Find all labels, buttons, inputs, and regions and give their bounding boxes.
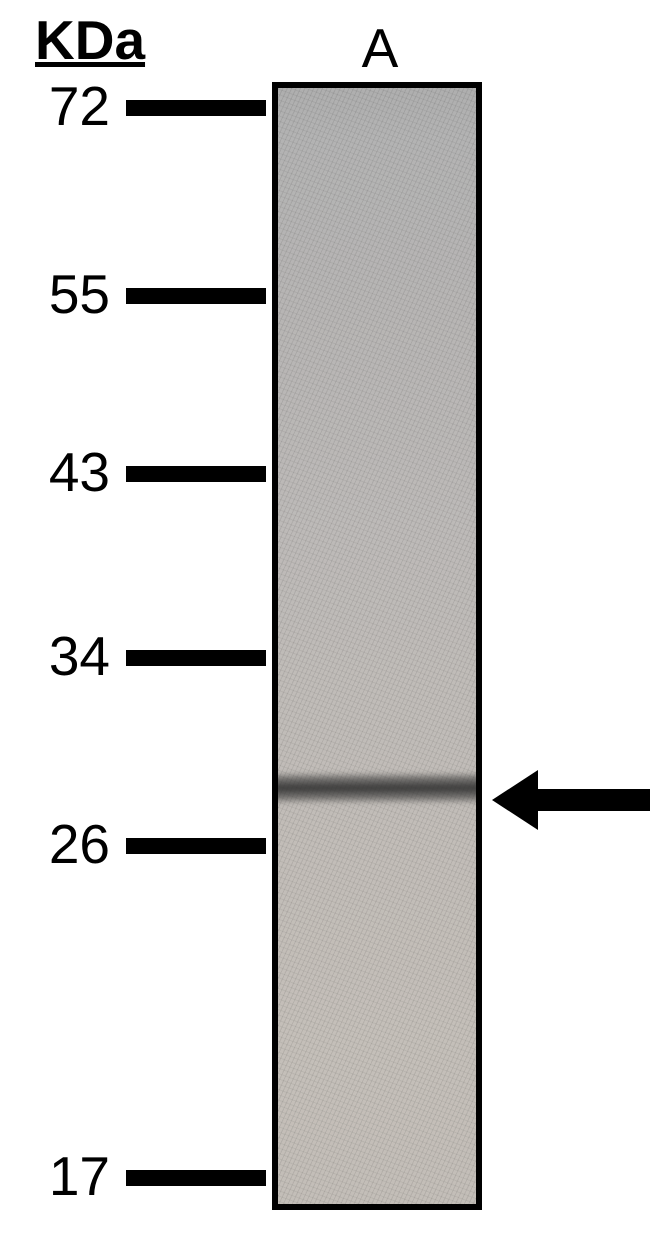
marker-label-34: 34 [10, 624, 110, 688]
marker-label-55: 55 [10, 262, 110, 326]
marker-label-17: 17 [10, 1144, 110, 1208]
marker-tick-43 [126, 466, 266, 482]
western-blot-figure: KDa A 72 55 43 34 26 17 [0, 0, 650, 1254]
band-arrow [492, 770, 650, 830]
marker-tick-34 [126, 650, 266, 666]
marker-tick-26 [126, 838, 266, 854]
lane-label-a: A [350, 16, 410, 80]
marker-label-72: 72 [10, 74, 110, 138]
axis-label-kda: KDa [35, 8, 145, 72]
lane-border-right [476, 82, 482, 1210]
marker-tick-17 [126, 1170, 266, 1186]
lane-border-left [272, 82, 278, 1210]
blot-lane-a [272, 82, 482, 1210]
arrow-shaft-icon [538, 789, 650, 811]
arrow-head-icon [492, 770, 538, 830]
protein-band [272, 772, 482, 804]
lane-border-top [272, 82, 482, 88]
marker-tick-55 [126, 288, 266, 304]
marker-label-43: 43 [10, 440, 110, 504]
marker-tick-72 [126, 100, 266, 116]
marker-label-26: 26 [10, 812, 110, 876]
lane-border-bottom [272, 1204, 482, 1210]
